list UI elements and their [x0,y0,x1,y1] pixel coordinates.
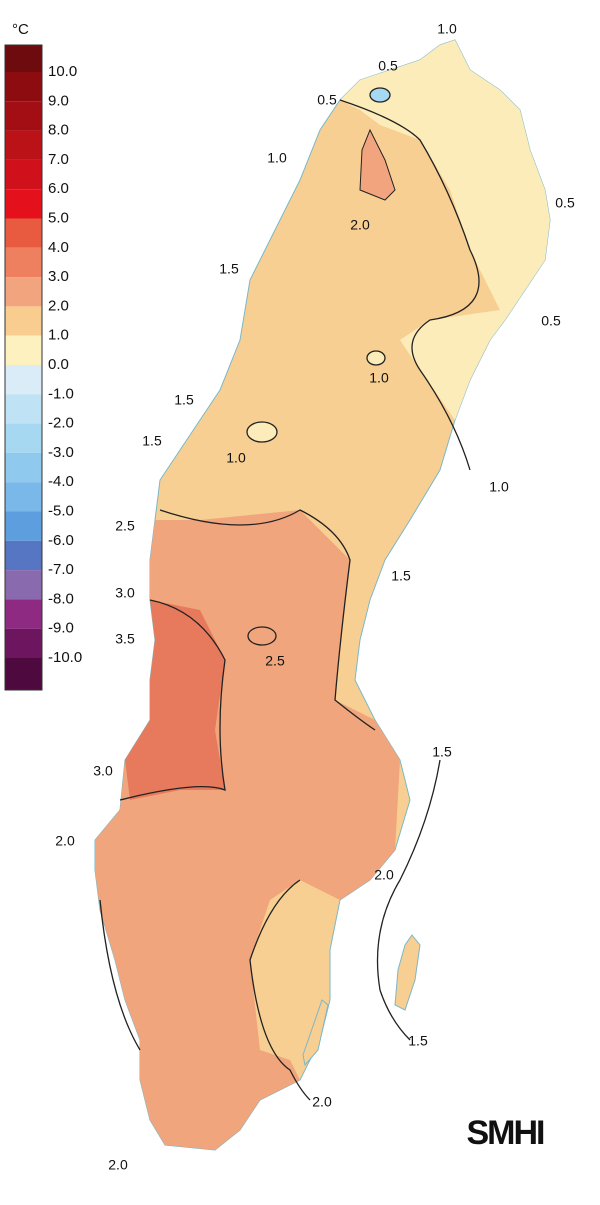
contour-label: 1.5 [408,1033,428,1049]
legend-label: 5.0 [48,209,69,226]
legend-label: -2.0 [48,415,74,432]
contour-label: 0.5 [555,195,575,211]
contour-label: 2.0 [312,1094,332,1110]
legend-swatch [5,72,42,102]
contour-label: 2.5 [115,518,135,534]
oland [302,999,329,1067]
contour-line [376,759,441,1041]
legend-swatch [5,570,42,600]
legend-label: 1.0 [48,327,69,344]
contour-label: 2.5 [265,653,285,669]
legend-swatch [5,511,42,541]
contour-label: 1.5 [432,744,452,760]
legend-label: 0.0 [48,356,69,373]
legend-swatch [5,277,42,307]
legend-unit: °C [12,21,29,38]
legend-label: 7.0 [48,151,69,168]
legend-label: 4.0 [48,239,69,256]
legend-swatch [5,394,42,424]
legend-label: -10.0 [48,649,82,666]
contours [99,87,480,1101]
contour-label: 0.5 [541,313,561,329]
contour-line [119,599,226,801]
legend-label: 8.0 [48,122,69,139]
contour-labels: 1.0 0.5 0.5 1.0 2.0 0.5 1.5 0.5 1.0 1.5 … [55,21,575,1173]
legend-swatch [5,101,42,131]
north-warm-spot [359,128,396,201]
legend-swatch [5,628,42,658]
legend-swatch [5,599,42,629]
contour-line [369,87,391,103]
contour-label: 3.0 [115,585,135,601]
legend-swatch [5,45,42,72]
contour-label: 0.5 [378,58,398,74]
legend-swatch [5,189,42,219]
west-warm-zone [125,600,225,800]
legend-swatch [5,482,42,512]
legend-label: 10.0 [48,63,77,80]
contour-line [366,350,386,366]
legend-label: -6.0 [48,532,74,549]
legend-label: -4.0 [48,473,74,490]
legend-label: -8.0 [48,590,74,607]
legend-swatch [5,335,42,365]
legend-swatch [5,540,42,571]
contour-label: 1.5 [174,392,194,408]
contour-label: 2.0 [350,217,370,233]
contour-line [339,99,480,471]
contour-label: 1.0 [267,150,287,166]
legend-swatch [5,658,42,690]
contour-line [99,879,311,1101]
legend-swatch [5,130,42,160]
legend-swatch [5,452,42,483]
legend-label: 3.0 [48,268,69,285]
contour-label: 1.5 [142,433,162,449]
contour-label: 3.0 [93,763,113,779]
contour-label: 1.5 [219,261,239,277]
gotland [394,934,421,1011]
legend-label: 2.0 [48,297,69,314]
legend-swatch [5,218,42,248]
contour-label: 0.5 [317,92,337,108]
contour-label: 1.0 [489,479,509,495]
legend-label: -7.0 [48,561,74,578]
land [94,39,551,1151]
legend-label: 6.0 [48,180,69,197]
contour-label: 3.5 [115,631,135,647]
legend-swatch [5,365,42,395]
contour-label: 1.5 [391,568,411,584]
legend-label: -5.0 [48,502,74,519]
contour-line [159,509,376,731]
legend-label: -3.0 [48,444,74,461]
contour-label: 1.0 [369,370,389,386]
legend-swatch [5,247,42,278]
legend-swatch [5,159,42,190]
legend-swatch [5,306,42,336]
legend-label: -1.0 [48,385,74,402]
legend: °C 10.0 9.0 8.0 7.0 6.0 5.0 4.0 3.0 2.0 1.0 0.0 -1.… [4,21,82,691]
legend-label: -9.0 [48,620,74,637]
north-zone [340,40,550,420]
contour-label: 1.0 [226,450,246,466]
contour-label: 2.0 [55,833,75,849]
legend-border [4,44,43,691]
logo: SMHI [467,1114,545,1152]
contour-line [246,421,278,443]
legend-swatch [5,423,42,453]
contour-label: 2.0 [108,1157,128,1173]
contour-label: 1.0 [437,21,457,37]
contour-line [247,626,277,646]
contour-label: 2.0 [374,867,394,883]
legend-label: 9.0 [48,92,69,109]
